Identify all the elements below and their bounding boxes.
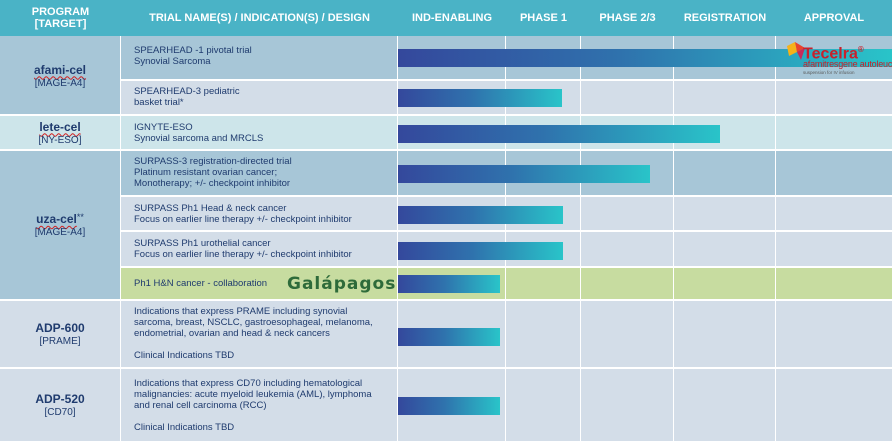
trial-name: SPEARHEAD-3 pediatric (134, 86, 240, 97)
trial-clinical-indications-tbd: Clinical Indications TBD (134, 422, 235, 433)
program-target: [PRAME] (39, 336, 81, 347)
trial-spearhead-3: SPEARHEAD-3 pediatric basket trial* (121, 80, 398, 115)
column-divider (505, 36, 506, 442)
program-name: ADP-600 (35, 321, 85, 335)
trial-column-header: TRIAL NAME(S) / INDICATION(S) / DESIGN (149, 12, 370, 24)
trial-adp-520: Indications that express CD70 including … (121, 368, 398, 441)
program-adp-520: ADP-520 [CD70] (0, 368, 121, 441)
program-name: uza-cel (36, 212, 77, 226)
row-bg-t9 (121, 368, 892, 441)
trial-surpass-urothelial: SURPASS Ph1 urothelial cancer Focus on e… (121, 231, 398, 267)
trial-indication: Synovial sarcoma and MRCLS (134, 133, 264, 144)
program-name: lete-cel (39, 119, 81, 134)
trial-indication: basket trial* (134, 97, 184, 108)
progress-bar-surpass-urothelial (398, 242, 563, 260)
trial-indication-line: endometrial, ovarian and head & neck can… (134, 328, 330, 339)
trial-indication: Focus on earlier line therapy +/- checkp… (134, 249, 352, 260)
row-divider (121, 266, 892, 268)
progress-bar-surpass-3 (398, 165, 650, 183)
trial-name: Ph1 H&N cancer - collaboration (134, 278, 268, 289)
bottom-margin (0, 441, 892, 446)
trial-hn-collaboration: Ph1 H&N cancer - collaboration (121, 267, 398, 300)
program-target: [MAGE-A4] (34, 77, 86, 89)
trial-name: SPEARHEAD -1 pivotal trial (134, 45, 252, 56)
row-divider (0, 367, 892, 369)
trial-ignyte-eso: IGNYTE-ESO Synovial sarcoma and MRCLS (121, 115, 398, 150)
trial-indication-line: malignancies: acute myeloid leukemia (AM… (134, 389, 372, 400)
program-afami-cel: afami-cel [MAGE-A4] (0, 36, 121, 115)
progress-bar-surpass-head-neck (398, 206, 563, 224)
trial-indication-line: and renal cell carcinoma (RCC) (134, 400, 267, 411)
program-target: [CD70] (44, 406, 76, 418)
progress-bar-spearhead-3 (398, 89, 562, 107)
trial-clinical-indications-tbd: Clinical Indications TBD (134, 350, 235, 361)
program-column-header: PROGRAM [TARGET] (0, 0, 121, 36)
program-lete-cel: lete-cel [NY-ESO] (0, 115, 121, 150)
progress-bar-adp-520 (398, 397, 500, 415)
tecelra-logo: Tecelra® afamitresgene autoleucel suspen… (785, 38, 892, 78)
tecelra-registered-mark: ® (857, 45, 864, 54)
program-name: afami-cel (33, 62, 87, 77)
pipeline-header: PROGRAM [TARGET] TRIAL NAME(S) / INDICAT… (0, 0, 892, 36)
trial-spearhead-1: SPEARHEAD -1 pivotal trial Synovial Sarc… (121, 36, 398, 80)
ind-enabling-header: IND-ENABLING (411, 12, 493, 24)
trial-indication-line: Indications that express PRAME including… (134, 306, 348, 317)
progress-bar-spearhead-1 (398, 49, 892, 67)
trial-surpass-head-neck: SURPASS Ph1 Head & neck cancer Focus on … (121, 196, 398, 231)
trial-adp-600: Indications that express PRAME including… (121, 300, 398, 368)
program-name: ADP-520 (35, 391, 85, 406)
row-divider (121, 79, 892, 81)
trial-indication: Synovial Sarcoma (134, 56, 211, 67)
tecelra-brand-name: Tecelra (803, 45, 858, 63)
progress-bar-adp-600 (398, 328, 500, 346)
progress-bar-ignyte-eso (398, 125, 720, 143)
tecelra-mark-icon (787, 42, 805, 60)
program-target: [MAGE-A4] (34, 227, 86, 238)
trial-indication-line: Indications that express CD70 including … (134, 378, 363, 389)
trial-name: SURPASS Ph1 urothelial cancer (134, 238, 271, 249)
trial-design: Monotherapy; +/- checkpoint inhibitor (134, 178, 291, 189)
trial-name: IGNYTE-ESO (134, 122, 193, 133)
row-divider (0, 149, 892, 151)
column-divider (673, 36, 674, 442)
row-divider (121, 195, 892, 197)
row-divider (0, 299, 892, 301)
phase23-header: PHASE 2/3 (599, 12, 656, 24)
program-header-label: PROGRAM (31, 6, 90, 18)
column-divider (775, 36, 776, 442)
trial-surpass-3: SURPASS-3 registration-directed trial Pl… (121, 150, 398, 196)
phase1-header: PHASE 1 (519, 12, 568, 24)
registration-header: REGISTRATION (683, 12, 767, 24)
program-uza-cel: uza-cel** [MAGE-A4] (0, 150, 121, 300)
trial-indication-line: sarcoma, breast, NSCLC, gastroesophageal… (134, 317, 373, 328)
tecelra-generic-name: afamitresgene autoleucel (803, 59, 892, 69)
column-divider (580, 36, 581, 442)
trial-name: SURPASS-3 registration-directed trial (134, 156, 292, 167)
program-footnote-mark: ** (76, 212, 84, 222)
galapagos-logo: Galápagos (287, 274, 397, 294)
row-bg-t8 (121, 300, 892, 368)
trial-name: SURPASS Ph1 Head & neck cancer (134, 203, 287, 214)
program-adp-600: ADP-600 [PRAME] (0, 300, 121, 368)
approval-header: APPROVAL (803, 12, 865, 24)
program-target: [NY-ESO] (38, 134, 82, 146)
target-header-label: [TARGET] (34, 18, 87, 30)
tecelra-dosage-form: suspension for IV infusion (803, 70, 855, 75)
row-divider (0, 114, 892, 116)
trial-indication: Focus on earlier line therapy +/- checkp… (134, 214, 352, 225)
trial-indication: Platinum resistant ovarian cancer; (134, 167, 278, 178)
row-bg-t7 (121, 267, 892, 300)
row-divider (121, 230, 892, 232)
progress-bar-hn-collaboration (398, 275, 500, 293)
